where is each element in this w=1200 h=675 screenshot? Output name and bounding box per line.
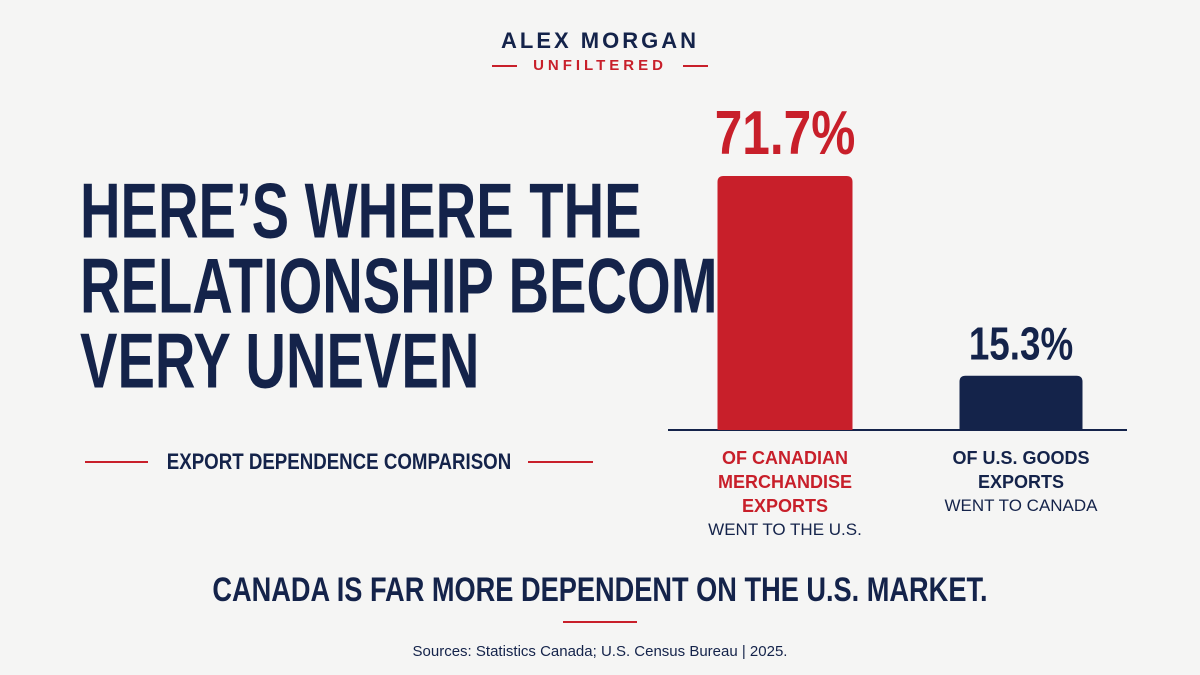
category-note: WENT TO THE U.S. [708, 520, 862, 539]
chart-subtitle: EXPORT DEPENDENCE COMPARISON [167, 450, 511, 474]
headline: VERY UNEVEN [80, 318, 479, 405]
category-label: OF CANADIAN MERCHANDISE EXPORTS WENT TO T… [700, 446, 870, 542]
category-note: WENT TO CANADA [944, 496, 1098, 515]
conclusion: CANADA IS FAR MORE DEPENDENT ON THE U.S.… [212, 570, 987, 609]
category-label: OF U.S. GOODS EXPORTS WENT TO CANADA [936, 446, 1106, 518]
category-text: OF CANADIAN MERCHANDISE EXPORTS [717, 448, 852, 516]
brand-name: ALEX MORGAN [501, 28, 699, 53]
headline: RELATIONSHIP BECOMES [80, 243, 792, 330]
category-text: OF U.S. GOODS EXPORTS [952, 448, 1090, 492]
headline: HERE’S WHERE THE [80, 168, 642, 255]
brand-tagline: UNFILTERED [533, 57, 667, 74]
value-label: 71.7% [715, 98, 856, 168]
sources: Sources: Statistics Canada; U.S. Census … [413, 643, 788, 660]
bar [717, 176, 853, 430]
bar [959, 375, 1083, 430]
value-label: 15.3% [969, 317, 1073, 369]
